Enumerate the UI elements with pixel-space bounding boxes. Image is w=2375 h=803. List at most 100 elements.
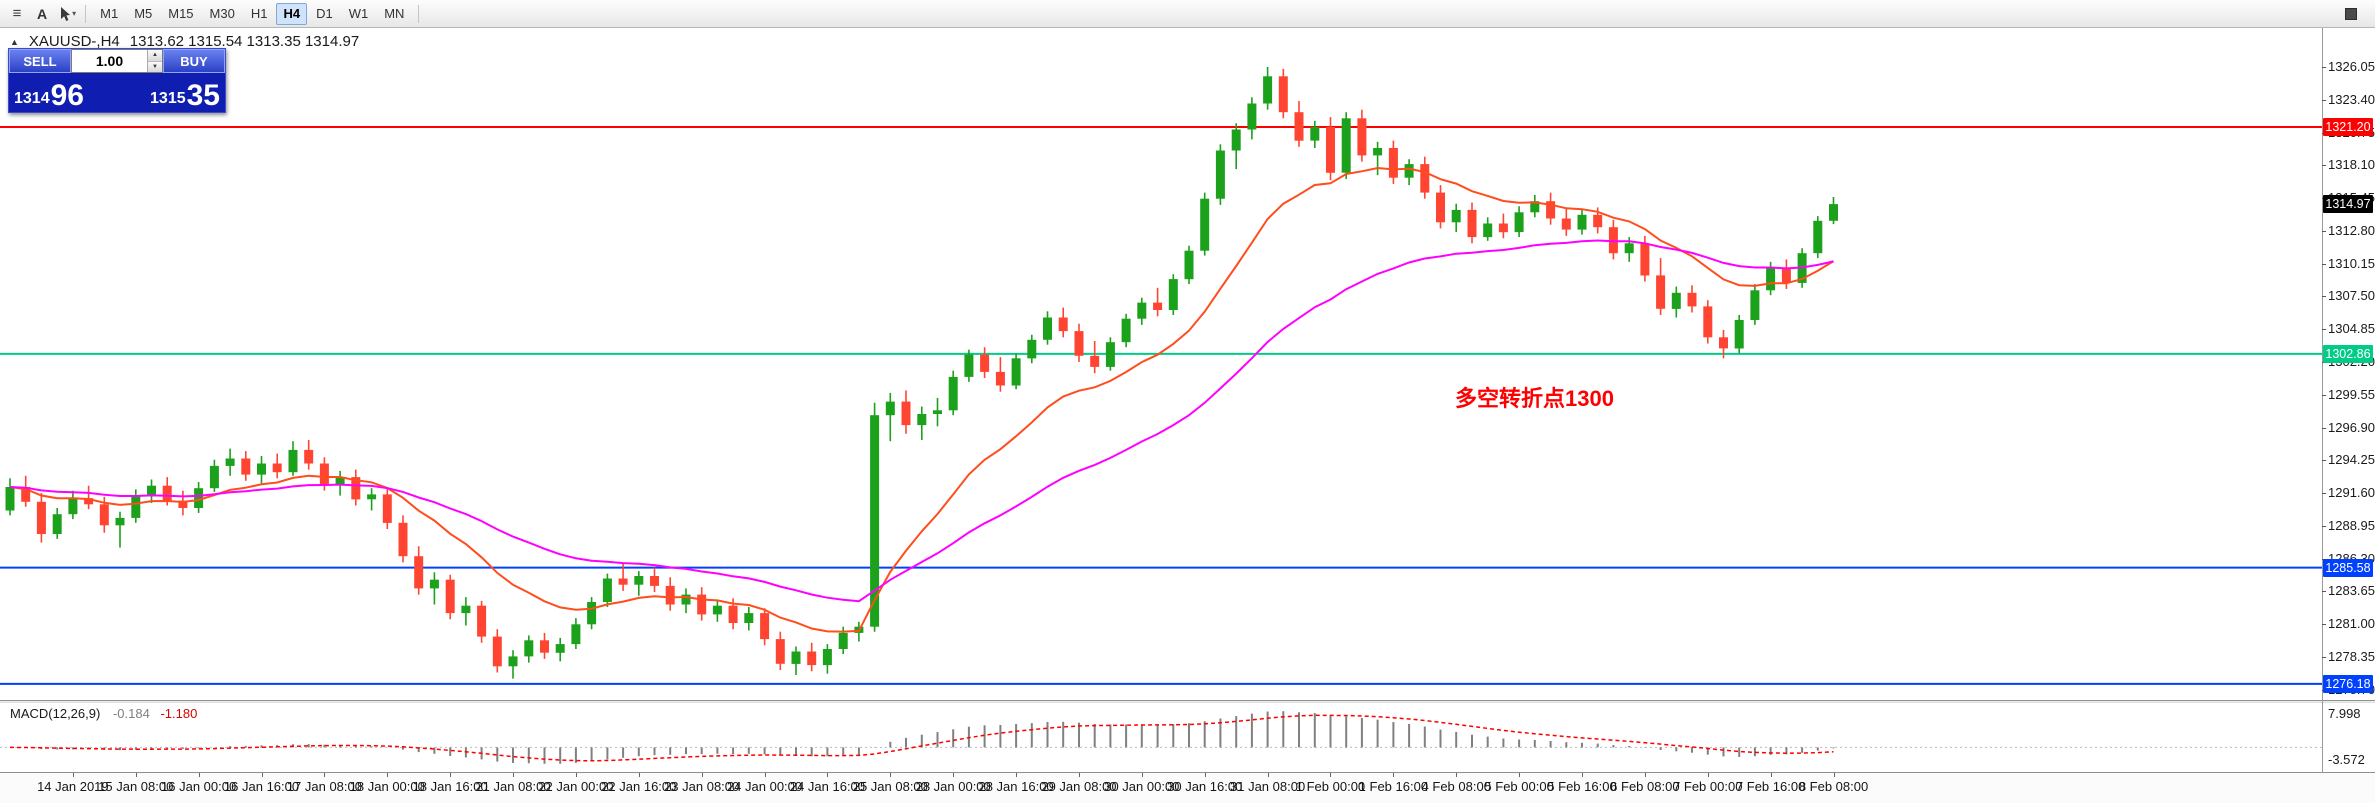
time-axis-tick	[261, 773, 263, 777]
time-axis-label: 15 Jan 08:00	[98, 779, 174, 794]
text-tool-button[interactable]: A	[37, 5, 48, 22]
volume-input[interactable]: 1.00 ▲ ▼	[71, 49, 163, 73]
time-axis-label: 18 Jan 16:00	[412, 779, 488, 794]
timeframe-button-m1[interactable]: M1	[100, 6, 119, 21]
volume-value[interactable]: 1.00	[95, 53, 124, 69]
toolbar-separator	[85, 4, 87, 23]
time-axis-tick	[513, 773, 515, 777]
time-axis-tick	[1644, 773, 1646, 777]
time-axis-label: 8 Feb 08:00	[1798, 779, 1869, 794]
cursor-tool-button[interactable]: ▾	[56, 3, 78, 25]
volume-decrease-button[interactable]: ▼	[148, 61, 162, 72]
time-axis-label: 17 Jan 08:00	[286, 779, 362, 794]
time-axis-tick	[1078, 773, 1080, 777]
timeframe-button-mn[interactable]: MN	[384, 6, 405, 21]
time-axis-label: 6 Feb 08:00	[1610, 779, 1680, 794]
candles	[5, 67, 1838, 679]
time-axis-label: 4 Feb 08:00	[1421, 779, 1491, 794]
volume-increase-button[interactable]: ▲	[148, 50, 162, 62]
time-axis-label: 28 Jan 16:00	[978, 779, 1054, 794]
buy-price-small: 1315	[150, 90, 186, 107]
price-axis-tick	[2322, 296, 2326, 298]
horizontal-level-lines[interactable]	[0, 126, 2322, 685]
timeframe-button-m15[interactable]: M15	[168, 6, 194, 21]
time-axis-label: 29 Jan 08:00	[1041, 779, 1117, 794]
price-axis-label: 1318.10	[2328, 157, 2375, 173]
slow-ma-line	[9, 239, 1834, 603]
time-axis-tick	[953, 773, 955, 777]
chart-ohlc-values: 1313.62 1315.54 1313.35 1314.97	[129, 33, 360, 50]
timeframe-button-m30[interactable]: M30	[209, 6, 235, 21]
time-axis-tick	[638, 773, 640, 777]
price-axis-tick	[2322, 230, 2326, 232]
one-click-trading-panel: SELL 1.00 ▲ ▼ BUY 1314 96 1315 35	[8, 48, 226, 113]
price-axis-label: 1288.95	[2328, 517, 2375, 533]
time-axis-tick	[72, 773, 74, 777]
menu-icon[interactable]: ≡	[12, 5, 22, 22]
buy-price-display[interactable]: 1315 35	[150, 81, 220, 111]
time-axis-tick	[1016, 773, 1018, 777]
time-axis[interactable]: 14 Jan 2019 15 Jan 08:00 16 Jan 00:00 16 Ja…	[0, 773, 2375, 803]
time-axis-tick	[387, 773, 389, 777]
buy-button[interactable]: BUY	[163, 49, 225, 73]
timeframe-button-group: M1 M5 M15 M30 H1 H4 D1 W1 MN	[93, 2, 411, 25]
sell-price-display[interactable]: 1314 96	[14, 81, 84, 111]
pane-separator[interactable]	[0, 700, 2375, 703]
price-axis-border	[2322, 28, 2323, 773]
chart-title: ▲ XAUUSD-,H4 1313.62 1315.54 1313.35 131…	[10, 33, 359, 50]
timeframe-button-m5[interactable]: M5	[134, 6, 153, 21]
price-axis-tick	[2322, 99, 2326, 101]
time-axis-label: 25 Jan 08:00	[852, 779, 928, 794]
time-axis-tick	[1141, 773, 1143, 777]
time-axis-label: 24 Jan 16:00	[789, 779, 866, 794]
level-price-tag: 1321.20	[2323, 117, 2373, 136]
level-price-tag: 1285.58	[2323, 558, 2373, 577]
price-axis-tick	[2322, 525, 2326, 527]
timeframe-button-h1[interactable]: H1	[250, 6, 268, 21]
time-axis-label: 21 Jan 08:00	[475, 779, 551, 794]
price-axis-tick	[2322, 591, 2326, 593]
time-axis-tick	[1267, 773, 1269, 777]
price-axis-tick	[2322, 329, 2326, 331]
macd-main-value: -0.184	[112, 706, 150, 721]
price-axis-label: 1326.05	[2328, 59, 2375, 74]
price-chart-pane[interactable]	[0, 28, 2322, 700]
time-axis-label: 18 Jan 00:00	[349, 779, 425, 794]
time-axis-tick	[1456, 773, 1458, 777]
time-axis-label: 5 Feb 16:00	[1547, 779, 1617, 794]
macd-axis-label: -3.572	[2328, 752, 2365, 767]
time-axis-separator	[0, 772, 2375, 773]
window-restore-icon[interactable]	[2345, 7, 2357, 20]
price-axis-label: 1294.25	[2328, 452, 2375, 468]
time-axis-label: 7 Feb 00:00	[1673, 779, 1743, 794]
time-axis-tick	[764, 773, 766, 777]
time-axis-tick	[198, 773, 200, 777]
time-axis-tick	[1770, 773, 1772, 777]
macd-signal-value: -1.180	[160, 706, 198, 721]
time-axis-tick	[1519, 773, 1521, 777]
time-axis-tick	[1582, 773, 1583, 777]
time-axis-tick	[450, 773, 452, 777]
price-axis-label: 1281.00	[2328, 616, 2375, 632]
time-axis-tick	[1393, 773, 1395, 777]
price-axis-label: 1312.80	[2328, 222, 2375, 238]
timeframe-button-d1[interactable]: D1	[316, 6, 333, 21]
price-axis[interactable]: 1326.051323.401320.751318.101315.451312.…	[2322, 0, 2375, 803]
macd-indicator-pane[interactable]	[0, 703, 2322, 772]
time-axis-tick	[1707, 773, 1709, 777]
level-price-tag: 1302.86	[2323, 344, 2373, 363]
time-axis-tick	[827, 773, 829, 777]
price-axis-label: 1283.65	[2328, 583, 2375, 599]
macd-signal-line	[9, 714, 1834, 762]
sell-button[interactable]: SELL	[9, 49, 71, 73]
price-axis-label: 1310.15	[2328, 255, 2375, 271]
time-axis-tick	[1833, 773, 1835, 777]
timeframe-button-h4[interactable]: H4	[276, 2, 308, 25]
price-axis-tick	[2322, 263, 2326, 265]
price-axis-label: 1296.90	[2328, 419, 2375, 435]
time-axis-label: 30 Jan 00:00	[1104, 779, 1180, 794]
time-axis-label: 23 Jan 08:00	[664, 779, 740, 794]
level-price-tag: 1276.18	[2323, 674, 2373, 693]
price-axis-label: 1307.50	[2328, 288, 2375, 304]
timeframe-button-w1[interactable]: W1	[348, 6, 369, 21]
